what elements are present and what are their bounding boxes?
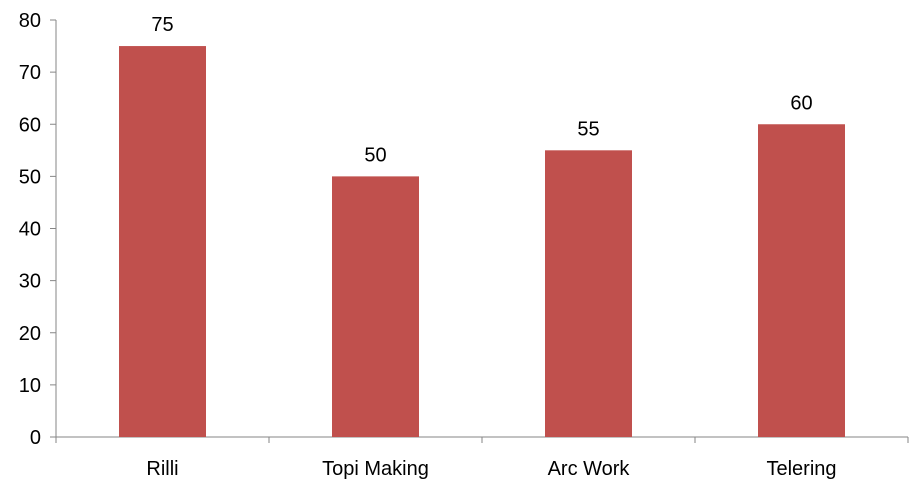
y-tick-label: 80 xyxy=(19,10,41,32)
y-axis: 0 10 20 30 40 50 60 70 80 xyxy=(19,10,57,449)
y-tick-label: 40 xyxy=(19,219,41,241)
data-label: 50 xyxy=(364,144,386,166)
bar xyxy=(758,124,845,437)
x-axis: Rilli Topi Making Arc Work Telering xyxy=(55,436,909,480)
y-tick-label: 0 xyxy=(30,427,41,449)
x-tick-label: Rilli xyxy=(146,458,178,480)
data-labels: 75 50 55 60 xyxy=(151,14,812,166)
y-tick-label: 20 xyxy=(19,323,41,345)
data-label: 55 xyxy=(577,118,599,140)
bar xyxy=(545,150,632,437)
bar xyxy=(332,176,419,437)
y-tick-label: 10 xyxy=(19,375,41,397)
data-label: 75 xyxy=(151,14,173,36)
y-tick-label: 30 xyxy=(19,271,41,293)
x-tick-label: Arc Work xyxy=(548,458,631,480)
x-tick-label: Topi Making xyxy=(322,458,429,480)
y-tick-label: 50 xyxy=(19,166,41,188)
y-tick-label: 60 xyxy=(19,114,41,136)
bars xyxy=(119,46,845,437)
y-tick-label: 70 xyxy=(19,62,41,84)
x-tick-label: Telering xyxy=(766,458,836,480)
data-label: 60 xyxy=(790,92,812,114)
bar xyxy=(119,46,206,437)
